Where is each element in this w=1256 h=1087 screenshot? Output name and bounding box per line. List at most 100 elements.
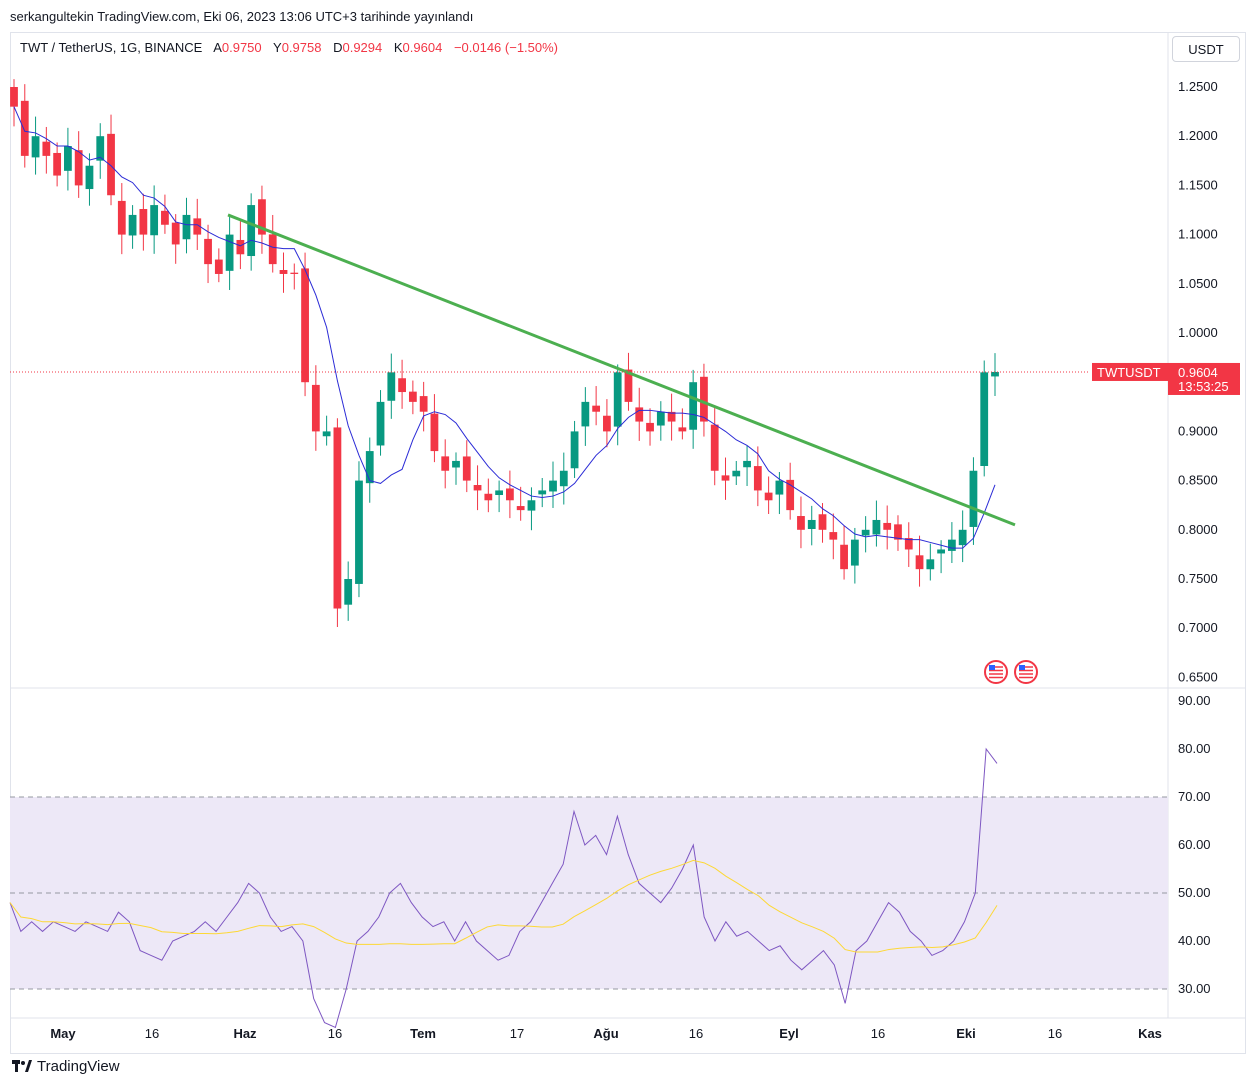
candle-body bbox=[290, 272, 299, 274]
candle-body bbox=[937, 549, 945, 554]
candle-body bbox=[613, 372, 622, 427]
candle-body bbox=[398, 378, 406, 393]
candle-body bbox=[549, 480, 557, 492]
candle-body bbox=[635, 407, 644, 422]
candle-body bbox=[387, 372, 396, 401]
candle-body bbox=[430, 413, 439, 452]
candle-body bbox=[236, 239, 245, 255]
price-tick-label: 1.0000 bbox=[1178, 325, 1218, 340]
candle-body bbox=[258, 199, 266, 235]
price-tag-price: 0.9604 bbox=[1178, 365, 1218, 380]
candle-body bbox=[268, 234, 277, 265]
candle-body bbox=[355, 480, 363, 584]
candle-body bbox=[840, 544, 848, 570]
rsi-tick-label: 60.00 bbox=[1178, 837, 1211, 852]
candle-body bbox=[484, 493, 493, 501]
time-tick-label: 17 bbox=[510, 1026, 524, 1041]
symbol-label[interactable]: TWT / TetherUS, 1G, BINANCE bbox=[20, 40, 203, 55]
candle-body bbox=[42, 141, 51, 156]
open-key: A bbox=[213, 40, 222, 55]
candle-body bbox=[904, 538, 913, 550]
candle-body bbox=[150, 205, 159, 236]
candle-body bbox=[20, 100, 29, 156]
candle-body bbox=[980, 372, 989, 466]
time-tick-label: Tem bbox=[410, 1026, 436, 1041]
open-value: 0.9750 bbox=[221, 40, 262, 55]
candle-body bbox=[678, 427, 687, 432]
candle-body bbox=[861, 529, 870, 536]
price-tick-label: 0.7500 bbox=[1178, 571, 1218, 586]
time-tick-label: Kas bbox=[1138, 1026, 1162, 1041]
rsi-line bbox=[9, 747, 998, 1029]
candle-body bbox=[732, 470, 741, 477]
candle-body bbox=[581, 401, 590, 427]
candle-body bbox=[376, 401, 385, 446]
close-key: K bbox=[393, 40, 403, 55]
candle-body bbox=[753, 466, 762, 491]
candle-body bbox=[883, 522, 892, 530]
candle-body bbox=[214, 259, 223, 274]
time-tick-label: May bbox=[50, 1026, 76, 1041]
candle-body bbox=[53, 152, 62, 176]
candle-body bbox=[193, 218, 202, 235]
candle-body bbox=[161, 210, 169, 225]
candle-body bbox=[344, 579, 353, 605]
candle-body bbox=[333, 427, 342, 609]
candle-body bbox=[85, 165, 94, 190]
price-tick-label: 0.8000 bbox=[1178, 522, 1218, 537]
candle-body bbox=[603, 415, 611, 432]
ohlc-legend: TWT / TetherUS, 1G, BINANCE A0.9750 Y0.9… bbox=[20, 40, 566, 55]
time-tick-label: 16 bbox=[328, 1026, 342, 1041]
candle-body bbox=[419, 396, 428, 412]
price-tick-label: 1.1500 bbox=[1178, 177, 1218, 192]
time-tick-label: 16 bbox=[1048, 1026, 1062, 1041]
change-value: −0.0146 (−1.50%) bbox=[453, 40, 559, 55]
candle-body bbox=[721, 475, 730, 481]
candle-body bbox=[991, 371, 999, 377]
candle-body bbox=[247, 205, 256, 257]
candle-body bbox=[764, 492, 773, 501]
price-tick-label: 0.7000 bbox=[1178, 620, 1218, 635]
price-tag-countdown: 13:53:25 bbox=[1178, 379, 1229, 394]
currency-button[interactable]: USDT bbox=[1172, 36, 1240, 62]
candle-body bbox=[107, 133, 115, 196]
candle-body bbox=[797, 516, 805, 530]
price-tick-label: 0.8500 bbox=[1178, 473, 1218, 488]
candle-body bbox=[96, 136, 105, 161]
price-tick-label: 1.0500 bbox=[1178, 276, 1218, 291]
candle-body bbox=[204, 238, 212, 265]
price-tick-label: 1.2000 bbox=[1178, 128, 1218, 143]
candle-body bbox=[646, 422, 654, 432]
candle-body bbox=[894, 524, 902, 540]
tradingview-logo[interactable]: TradingView bbox=[12, 1058, 120, 1075]
tradingview-logo-icon bbox=[12, 1059, 32, 1072]
candle-body bbox=[829, 532, 838, 540]
candle-body bbox=[506, 488, 514, 501]
candle-body bbox=[31, 136, 40, 158]
candle-body bbox=[365, 451, 374, 484]
moving-average-line bbox=[13, 106, 996, 549]
candle-body bbox=[311, 384, 320, 432]
candle-body bbox=[495, 490, 503, 496]
rsi-tick-label: 90.00 bbox=[1178, 693, 1211, 708]
candle-body bbox=[700, 376, 708, 422]
price-tag-symbol-box bbox=[1092, 362, 1168, 381]
candle-body bbox=[689, 382, 698, 430]
trendline bbox=[227, 213, 1016, 527]
rsi-tick-label: 50.00 bbox=[1178, 885, 1211, 900]
candle-body bbox=[322, 431, 331, 437]
high-key: Y bbox=[273, 40, 282, 55]
candle-body bbox=[139, 209, 148, 235]
time-tick-label: Ağu bbox=[593, 1026, 618, 1041]
price-tick-label: 0.9000 bbox=[1178, 423, 1218, 438]
candle-body bbox=[301, 268, 309, 383]
candle-body bbox=[570, 431, 579, 469]
rsi-tick-label: 30.00 bbox=[1178, 981, 1211, 996]
candle-body bbox=[408, 391, 417, 402]
time-tick-label: Eyl bbox=[779, 1026, 799, 1041]
candle-body bbox=[117, 200, 126, 235]
us-flag-icon bbox=[1014, 660, 1038, 684]
time-tick-label: 16 bbox=[871, 1026, 885, 1041]
candle-body bbox=[462, 456, 471, 481]
